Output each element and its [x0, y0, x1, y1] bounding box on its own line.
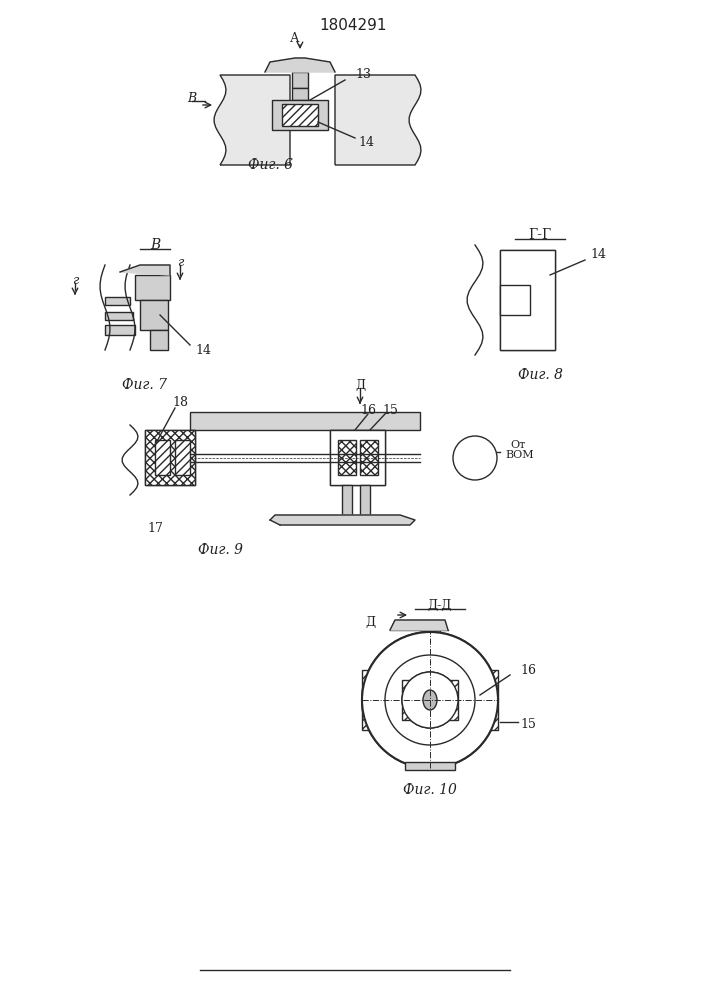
- Bar: [500, 285, 530, 315]
- Text: Фиг. 6: Фиг. 6: [247, 158, 293, 172]
- Bar: [342, 485, 352, 515]
- Text: 15: 15: [520, 718, 536, 732]
- Bar: [135, 275, 170, 300]
- Bar: [360, 485, 370, 515]
- Text: 17: 17: [147, 522, 163, 534]
- Bar: [145, 430, 195, 485]
- Circle shape: [402, 672, 458, 728]
- Bar: [175, 440, 190, 475]
- Circle shape: [362, 632, 498, 768]
- Text: В: В: [187, 92, 197, 104]
- Bar: [190, 412, 420, 430]
- Bar: [150, 330, 168, 350]
- Bar: [362, 670, 498, 730]
- Bar: [145, 430, 195, 485]
- Circle shape: [402, 672, 458, 728]
- Text: В: В: [150, 238, 160, 252]
- Bar: [282, 104, 318, 126]
- Ellipse shape: [423, 690, 437, 710]
- Bar: [140, 300, 168, 330]
- Polygon shape: [120, 265, 170, 275]
- Text: 13: 13: [355, 68, 371, 82]
- Polygon shape: [270, 515, 415, 525]
- Text: ВОМ: ВОМ: [505, 450, 534, 460]
- Text: 14: 14: [358, 136, 374, 149]
- Text: г: г: [72, 273, 78, 286]
- Bar: [105, 297, 130, 305]
- Text: 14: 14: [590, 248, 606, 261]
- Bar: [338, 440, 356, 475]
- PathPatch shape: [214, 75, 290, 165]
- Text: г: г: [177, 255, 183, 268]
- Text: Г-Г: Г-Г: [528, 228, 551, 242]
- Bar: [360, 440, 378, 475]
- Text: 15: 15: [382, 403, 398, 416]
- Bar: [330, 430, 385, 485]
- Polygon shape: [390, 620, 448, 630]
- Polygon shape: [265, 58, 335, 72]
- Text: Фиг. 8: Фиг. 8: [518, 368, 563, 382]
- Circle shape: [362, 632, 498, 768]
- Circle shape: [385, 655, 475, 745]
- Bar: [405, 762, 455, 770]
- Text: 14: 14: [195, 344, 211, 357]
- Text: Д-Д: Д-Д: [428, 598, 452, 611]
- PathPatch shape: [335, 75, 421, 165]
- Bar: [500, 250, 555, 350]
- Text: 16: 16: [360, 403, 376, 416]
- Bar: [500, 250, 555, 350]
- Text: 18: 18: [172, 396, 188, 410]
- Bar: [330, 430, 385, 485]
- Text: Д: Д: [355, 378, 365, 391]
- Text: А: А: [291, 31, 300, 44]
- Text: Д: Д: [365, 615, 375, 629]
- Bar: [292, 72, 308, 88]
- Text: Фиг. 10: Фиг. 10: [403, 783, 457, 797]
- Text: Фиг. 9: Фиг. 9: [197, 543, 243, 557]
- Bar: [292, 88, 308, 100]
- Circle shape: [453, 436, 497, 480]
- Bar: [105, 325, 135, 335]
- Bar: [402, 680, 458, 720]
- Text: 16: 16: [520, 664, 536, 676]
- Bar: [422, 630, 440, 660]
- Text: Фиг. 7: Фиг. 7: [122, 378, 168, 392]
- Bar: [105, 312, 133, 320]
- Bar: [272, 100, 328, 130]
- Text: От: От: [510, 440, 525, 450]
- Bar: [155, 440, 170, 475]
- Text: 1804291: 1804291: [320, 17, 387, 32]
